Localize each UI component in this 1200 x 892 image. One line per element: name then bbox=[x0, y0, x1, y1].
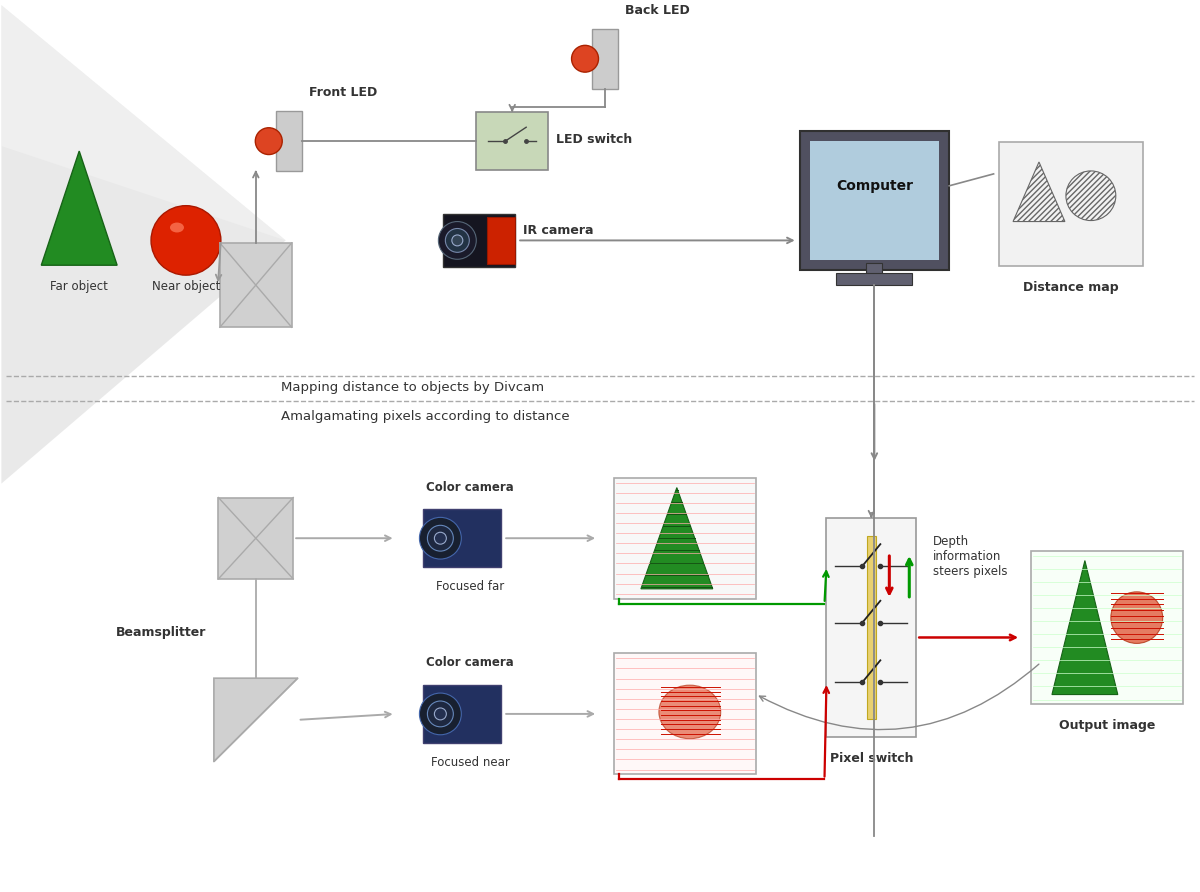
Text: Amalgamating pixels according to distance: Amalgamating pixels according to distanc… bbox=[281, 409, 569, 423]
Circle shape bbox=[434, 533, 446, 544]
Text: Front LED: Front LED bbox=[308, 87, 377, 99]
Text: Beamsplitter: Beamsplitter bbox=[116, 626, 206, 639]
Text: Far object: Far object bbox=[50, 280, 108, 293]
Text: Depth
information
steers pixels: Depth information steers pixels bbox=[934, 534, 1008, 578]
Text: Back LED: Back LED bbox=[625, 4, 690, 17]
Ellipse shape bbox=[170, 222, 184, 233]
Text: Computer: Computer bbox=[836, 178, 913, 193]
Circle shape bbox=[256, 128, 282, 154]
FancyBboxPatch shape bbox=[443, 213, 515, 268]
Text: Color camera: Color camera bbox=[426, 657, 514, 669]
Text: Mapping distance to objects by Divcam: Mapping distance to objects by Divcam bbox=[281, 381, 544, 394]
Polygon shape bbox=[1, 5, 286, 241]
FancyBboxPatch shape bbox=[998, 142, 1144, 266]
Polygon shape bbox=[1052, 560, 1117, 695]
FancyBboxPatch shape bbox=[810, 141, 940, 260]
Polygon shape bbox=[41, 151, 118, 265]
FancyBboxPatch shape bbox=[476, 112, 548, 170]
Polygon shape bbox=[1, 5, 286, 483]
FancyBboxPatch shape bbox=[866, 263, 882, 275]
FancyBboxPatch shape bbox=[836, 273, 912, 285]
Polygon shape bbox=[641, 488, 713, 589]
FancyBboxPatch shape bbox=[592, 29, 618, 88]
Text: LED switch: LED switch bbox=[556, 133, 632, 145]
FancyBboxPatch shape bbox=[424, 509, 502, 567]
FancyBboxPatch shape bbox=[220, 243, 292, 327]
Circle shape bbox=[571, 45, 599, 72]
Circle shape bbox=[438, 221, 476, 260]
Text: Color camera: Color camera bbox=[426, 481, 514, 493]
Text: Near object: Near object bbox=[151, 280, 220, 293]
FancyBboxPatch shape bbox=[614, 477, 756, 599]
FancyBboxPatch shape bbox=[614, 653, 756, 774]
Text: Focused far: Focused far bbox=[436, 580, 504, 593]
Circle shape bbox=[434, 708, 446, 720]
Circle shape bbox=[445, 228, 469, 252]
Circle shape bbox=[420, 517, 461, 559]
Polygon shape bbox=[214, 678, 298, 762]
FancyBboxPatch shape bbox=[1031, 550, 1183, 705]
FancyBboxPatch shape bbox=[487, 217, 515, 264]
FancyBboxPatch shape bbox=[276, 112, 301, 171]
FancyBboxPatch shape bbox=[799, 131, 949, 270]
Circle shape bbox=[452, 235, 463, 246]
Text: Output image: Output image bbox=[1058, 719, 1156, 732]
Text: Distance map: Distance map bbox=[1024, 281, 1118, 293]
Circle shape bbox=[427, 525, 454, 551]
Text: Focused near: Focused near bbox=[431, 756, 510, 769]
Ellipse shape bbox=[659, 685, 721, 739]
Text: IR camera: IR camera bbox=[523, 224, 594, 237]
Circle shape bbox=[427, 701, 454, 727]
FancyBboxPatch shape bbox=[866, 536, 876, 719]
FancyBboxPatch shape bbox=[827, 518, 917, 737]
Text: Pixel switch: Pixel switch bbox=[829, 752, 913, 764]
Circle shape bbox=[151, 206, 221, 275]
Ellipse shape bbox=[1111, 591, 1163, 643]
FancyBboxPatch shape bbox=[218, 498, 293, 579]
FancyBboxPatch shape bbox=[424, 685, 502, 743]
Circle shape bbox=[420, 693, 461, 735]
